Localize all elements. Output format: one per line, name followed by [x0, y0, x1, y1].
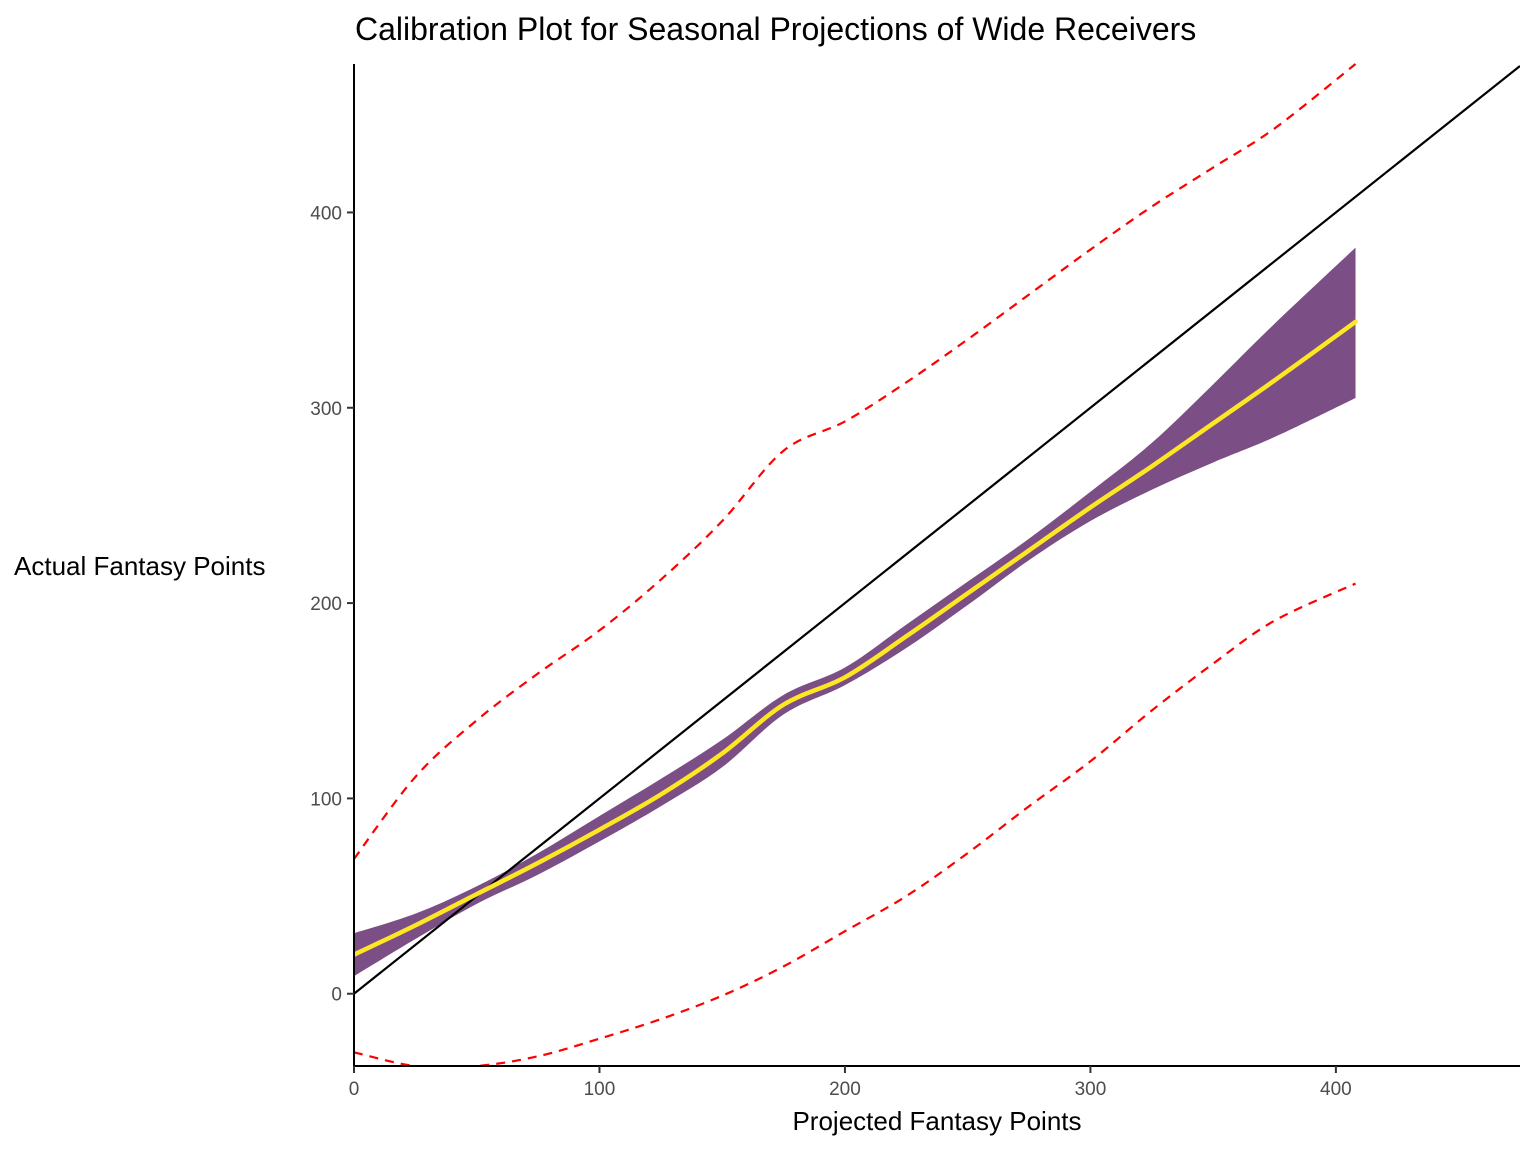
x-tick-label: 100 [584, 1079, 616, 1100]
x-tick-label: 0 [349, 1079, 360, 1100]
y-tick-label: 300 [310, 399, 342, 420]
axes: 0 100 200 300 400 0 100 200 300 400 [310, 64, 1520, 1100]
y-axis-title: Actual Fantasy Points [14, 551, 265, 581]
chart-title: Calibration Plot for Seasonal Projection… [355, 11, 1196, 47]
x-tick-label: 200 [829, 1079, 861, 1100]
x-tick-label: 400 [1320, 1079, 1352, 1100]
x-axis-title: Projected Fantasy Points [792, 1106, 1081, 1136]
prediction-interval-lower-line [354, 582, 1356, 1066]
reference-line [354, 65, 1520, 995]
y-tick-label: 0 [331, 985, 342, 1006]
y-tick-label: 400 [310, 203, 342, 224]
prediction-interval-upper-line [354, 63, 1357, 860]
confidence-band [354, 247, 1356, 977]
plot-area [354, 63, 1520, 1066]
smooth-fit-line [354, 319, 1358, 957]
x-tick-label: 300 [1075, 1079, 1107, 1100]
y-tick-label: 100 [310, 789, 342, 810]
y-tick-label: 200 [310, 594, 342, 615]
